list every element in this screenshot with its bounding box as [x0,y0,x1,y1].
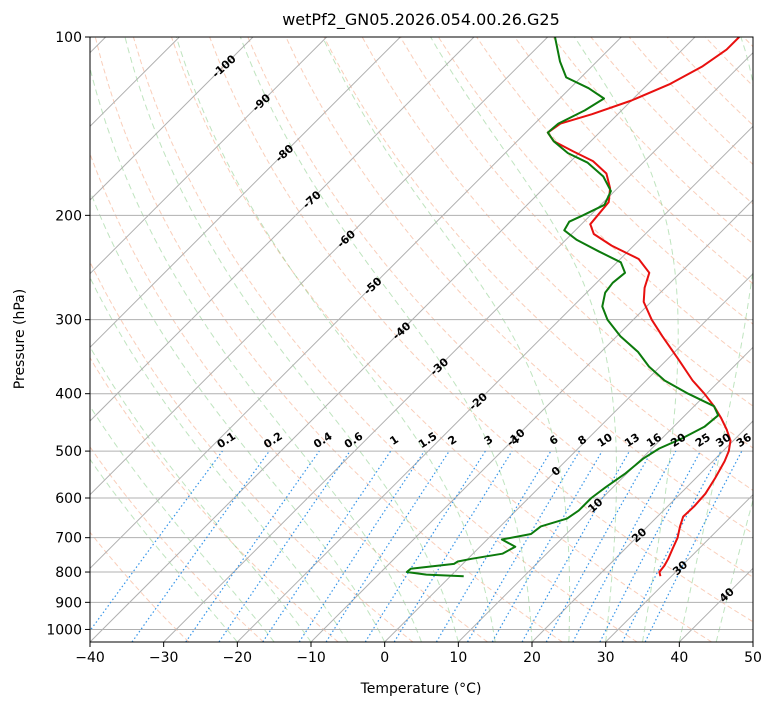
y-tick-label: 400 [55,387,82,403]
axes: −40 −30 −20 −10 0 10 20 30 40 50 100 200 300 400 500 60… [46,30,762,666]
isotherm-line [90,37,549,496]
isotherm-line [531,420,753,642]
y-tick-label: 900 [55,595,82,611]
moist-adiabat [90,189,386,642]
moist-adiabat [175,37,496,642]
background-lines [90,37,753,642]
mixing-ratio-line [572,450,677,642]
mixing-ratio-line [262,450,392,642]
mixing-ratio-line [521,450,631,642]
x-tick-label: 40 [670,650,688,666]
plot-area [90,37,753,642]
dry-adiabat [90,531,190,642]
mixing-ratio-line [644,450,743,642]
dry-adiabat [132,37,638,642]
isotherm-line [163,51,753,642]
moist-adiabat [90,65,422,642]
y-tick-label: 700 [55,531,82,547]
x-tick-label: 50 [744,650,762,666]
dry-adiabat [323,37,753,491]
data-lines [405,37,740,578]
mixing-ratio-line [218,450,351,642]
y-tick-label: 200 [55,208,82,224]
x-tick-label: −20 [223,650,253,666]
isotherm-line [310,199,753,642]
dry-adiabat [361,37,753,449]
y-tick-label: 300 [55,313,82,329]
moist-adiabat [678,37,753,642]
isotherm-line [605,493,753,642]
isotherm-line [90,37,254,201]
y-axis-label: Pressure (hPa) [12,289,28,389]
y-tick-label: 500 [55,444,82,460]
isotherm-line [90,37,475,422]
x-tick-label: −30 [149,650,179,666]
dry-adiabat [209,37,753,623]
x-tick-label: 30 [597,650,615,666]
moist-adiabat [90,405,275,642]
moist-adiabat [90,276,349,642]
moist-adiabat [322,37,571,642]
moist-adiabat [715,498,753,642]
isotherm-line [90,37,622,570]
dry-adiabat [90,152,488,642]
y-tick-label: 100 [55,30,82,46]
moist-adiabat [124,37,459,642]
mixing-ratio-line [131,450,270,642]
x-tick-label: 0 [380,650,389,666]
y-tick-label: 1000 [46,622,82,638]
dry-adiabat [437,37,753,366]
mixing-ratio-line [545,450,653,642]
isotherm-line [384,272,753,642]
x-tick-label: 10 [449,650,467,666]
mixing-ratio-line [325,450,450,642]
dewpoint-line [405,37,720,578]
isotherm-line [90,37,696,642]
dry-adiabat [90,356,339,642]
isotherm-line [236,125,753,642]
moist-adiabat [90,458,238,642]
dry-adiabat [399,37,753,407]
y-tick-label: 800 [55,565,82,581]
x-tick-label: −10 [296,650,326,666]
dry-adiabat [514,37,753,285]
isotherm-line [90,37,328,275]
x-axis-label: Temperature (°C) [360,681,482,697]
x-tick-label: −40 [75,650,105,666]
moist-adiabat [430,37,617,642]
mixing-ratio-line [90,450,223,632]
isotherm-line [457,346,753,642]
moist-adiabat [574,37,679,642]
dry-adiabat [171,37,712,642]
mixing-ratio-line [393,450,513,642]
dry-adiabat [285,37,753,535]
dry-adiabat [247,37,753,578]
x-tick-label: 20 [523,650,541,666]
y-tick-label: 600 [55,491,82,507]
isotherm-line [90,37,401,349]
plot-frame [89,36,754,643]
moist-adiabat [239,37,533,642]
mixing-ratio-line [185,450,320,642]
mixing-ratio-line [298,450,425,642]
dry-adiabat [90,446,264,642]
chart-title: wetPf2_GN05.2026.054.00.26.G25 [282,10,560,30]
dry-adiabat [94,37,563,642]
